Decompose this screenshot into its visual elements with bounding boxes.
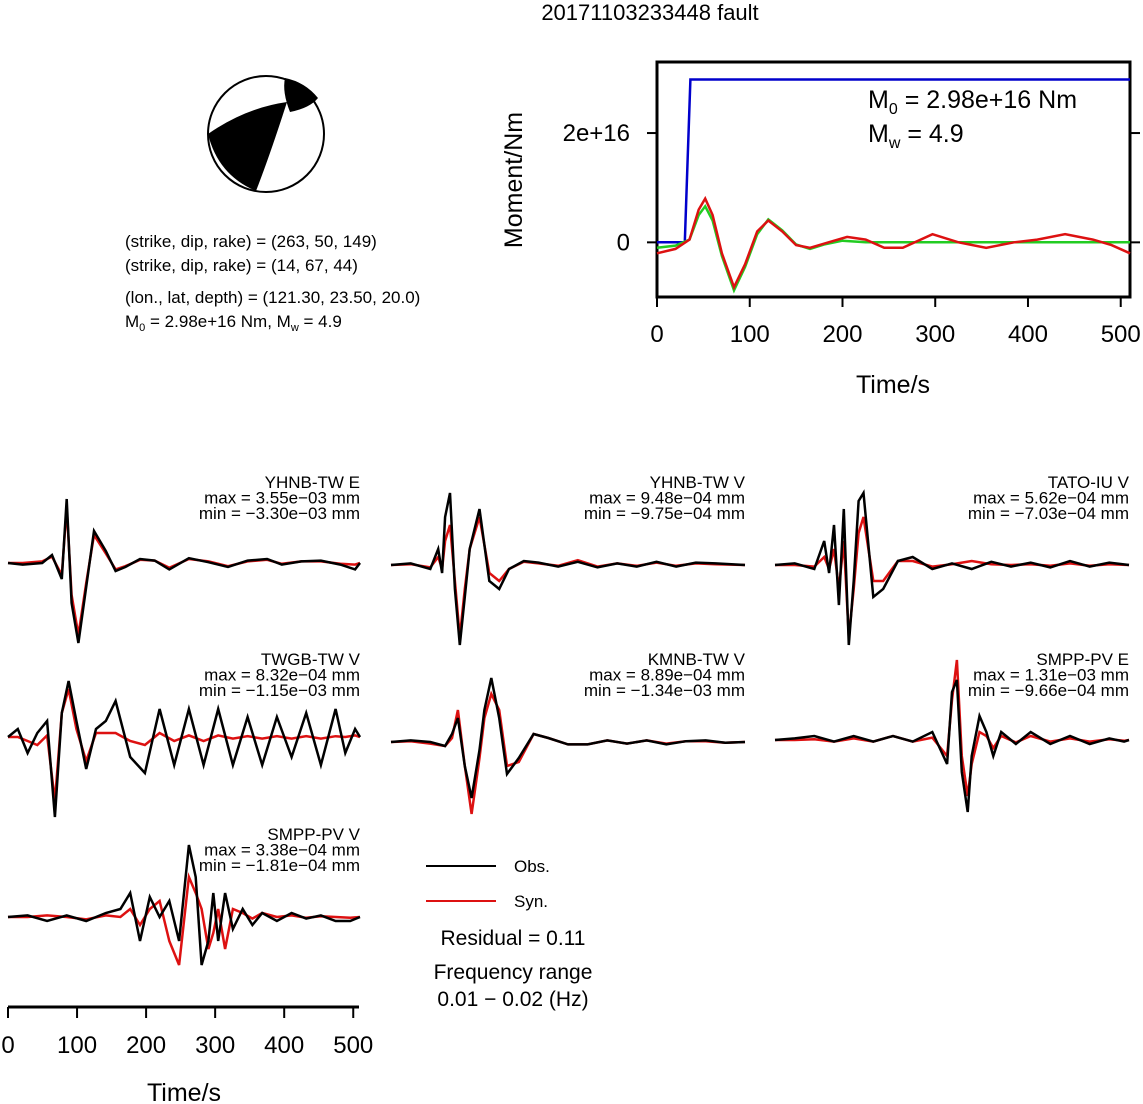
moment-series-moment [657, 78, 1130, 244]
legend-obs-label: Obs. [514, 857, 550, 876]
observed-trace [774, 679, 1130, 813]
moment-m0-annotation: M0 = 2.98e+16 Nm [868, 86, 1077, 118]
station-name: TWGB-TW V [261, 650, 361, 669]
observed-trace [774, 489, 1130, 646]
waveform-x-tick-label: 400 [264, 1032, 304, 1059]
waveform-x-tick-label: 200 [126, 1032, 166, 1059]
figure-title: 20171103233448 fault [541, 0, 758, 25]
max-amplitude: max = 3.38e−04 mm [204, 841, 360, 860]
moment-x-tick-label: 300 [915, 321, 955, 348]
min-amplitude: min = −1.34e−03 mm [584, 681, 745, 700]
moment-x-tick-label: 100 [730, 321, 770, 348]
waveform-x-tick-label: 0 [1, 1032, 14, 1059]
focal-mechanism-beachball [207, 75, 325, 193]
moment-plot-frame [655, 60, 1132, 299]
moment-mw-annotation: Mw = 4.9 [868, 120, 964, 152]
station-name: YHNB-TW V [650, 473, 746, 492]
moment-y-tick-label: 2e+16 [563, 120, 630, 147]
synthetic-trace [8, 506, 361, 636]
moment-y-tick-label: 0 [617, 229, 630, 256]
waveform-x-tick-label: 100 [57, 1032, 97, 1059]
synthetic-trace [8, 872, 361, 966]
plane1-text: (strike, dip, rake) = (263, 50, 149) [125, 232, 377, 251]
min-amplitude: min = −3.30e−03 mm [199, 504, 360, 523]
synthetic-trace [775, 516, 1130, 638]
waveform-x-tick-label: 500 [333, 1032, 373, 1059]
frequency-label: Frequency range [434, 961, 593, 984]
waveform-x-tick-label: 300 [195, 1032, 235, 1059]
observed-trace [7, 498, 361, 644]
observed-trace [390, 492, 746, 646]
max-amplitude: max = 3.55e−03 mm [204, 489, 360, 508]
min-amplitude: min = −7.03e−04 mm [968, 504, 1129, 523]
station-name: SMPP-PV V [267, 825, 360, 844]
waveform-xlabel: Time/s [147, 1079, 221, 1104]
location-text: (lon., lat, depth) = (121.30, 23.50, 20.… [125, 288, 420, 307]
moment-series-rate_b [656, 195, 1131, 291]
max-amplitude: max = 1.31e−03 mm [973, 666, 1129, 685]
synthetic-trace [390, 690, 746, 815]
observed-trace [7, 680, 362, 818]
legend: Obs. Syn. [426, 857, 550, 911]
station-name: SMPP-PV E [1036, 650, 1129, 669]
residual-text: Residual = 0.11 [441, 927, 586, 950]
frequency-value: 0.01 − 0.02 (Hz) [437, 988, 588, 1011]
max-amplitude: max = 9.48e−04 mm [589, 489, 745, 508]
moment-x-tick-label: 400 [1008, 321, 1048, 348]
station-name: TATO-IU V [1048, 473, 1130, 492]
min-amplitude: min = −1.81e−04 mm [199, 856, 360, 875]
station-name: KMNB-TW V [648, 650, 746, 669]
moment-axes: 0 100 200 300 400 500 0 2e+16 [563, 120, 1141, 348]
moment-info-text: M0 = 2.98e+16 Nm, Mw = 4.9 [125, 312, 342, 334]
observed-trace [7, 844, 361, 966]
moment-xlabel: Time/s [856, 371, 930, 399]
min-amplitude: min = −9.75e−04 mm [584, 504, 745, 523]
waveform-time-axis: 0 100 200 300 400 500 [1, 1005, 373, 1059]
plane2-text: (strike, dip, rake) = (14, 67, 44) [125, 256, 358, 275]
moment-ylabel: Moment/Nm [500, 112, 528, 248]
moment-x-tick-label: 0 [650, 321, 663, 348]
max-amplitude: max = 8.89e−04 mm [589, 666, 745, 685]
moment-series-group [656, 78, 1131, 294]
station-name: YHNB-TW E [265, 473, 360, 492]
moment-x-tick-label: 200 [822, 321, 862, 348]
moment-x-tick-label: 500 [1101, 321, 1141, 348]
observed-trace [390, 677, 746, 799]
min-amplitude: min = −9.66e−04 mm [968, 681, 1129, 700]
min-amplitude: min = −1.15e−03 mm [199, 681, 360, 700]
max-amplitude: max = 5.62e−04 mm [973, 489, 1129, 508]
max-amplitude: max = 8.32e−04 mm [204, 666, 360, 685]
legend-syn-label: Syn. [514, 892, 548, 911]
